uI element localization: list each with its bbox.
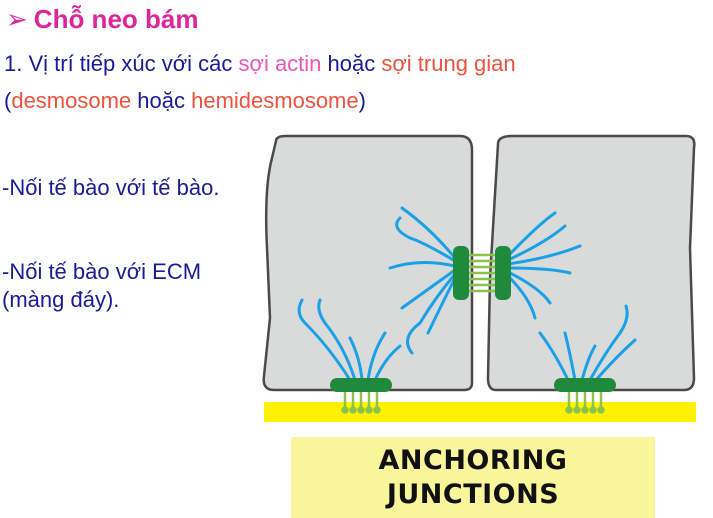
intermediate-filament-term: sợi trung gian: [381, 51, 516, 76]
hemidesmosome-term: hemidesmosome: [191, 88, 359, 113]
definition-conjunction: hoặc: [321, 51, 382, 76]
desmosome-plaque-right: [495, 246, 511, 300]
left-cell: [262, 134, 474, 392]
anchoring-junction-diagram: [262, 134, 696, 422]
bullet-cell-to-ecm: -Nối tế bào với ECM (màng đáy).: [2, 259, 202, 312]
diagram-label-line-1: ANCHORING: [378, 444, 568, 476]
close-paren: ): [358, 88, 366, 113]
bullet-cell-to-cell: -Nối tế bào với tế bào.: [2, 175, 220, 200]
definition-prefix: 1. Vị trí tiếp xúc với các: [4, 51, 239, 76]
hemidesmosome-filaments-left: [297, 298, 402, 382]
definition-conjunction-2: hoặc: [131, 88, 192, 113]
basal-lamina: [264, 402, 696, 422]
diagram-label: ANCHORING JUNCTIONS: [291, 437, 655, 518]
desmosome-intermediate-filaments-right: [506, 211, 582, 320]
open-paren: (: [4, 88, 12, 113]
arrow-bullet-icon: ➢: [6, 4, 28, 34]
hemidesmosome-plaque-left: [330, 378, 392, 392]
hemidesmosome-filaments-right: [538, 304, 637, 382]
desmosome-term: desmosome: [11, 88, 132, 113]
hemidesmosome-plaque-right: [554, 378, 616, 392]
hemidesmosome-integrins-left: [341, 392, 381, 414]
hemidesmosome-integrins-right: [565, 392, 605, 414]
desmosome-linker-proteins: [469, 253, 495, 293]
definition-line-2: (desmosome hoặc hemidesmosome): [4, 88, 366, 114]
definition-line-1: 1. Vị trí tiếp xúc với các sợi actin hoặ…: [4, 51, 516, 77]
actin-term: sợi actin: [238, 51, 322, 76]
slide-title: ➢ Chỗ neo bám: [6, 4, 198, 35]
desmosome-intermediate-filaments-left: [388, 206, 457, 355]
right-cell: [486, 134, 696, 392]
desmosome-plaque-left: [453, 246, 469, 300]
diagram-label-line-2: JUNCTIONS: [386, 478, 560, 510]
slide-title-text: Chỗ neo bám: [33, 4, 199, 34]
